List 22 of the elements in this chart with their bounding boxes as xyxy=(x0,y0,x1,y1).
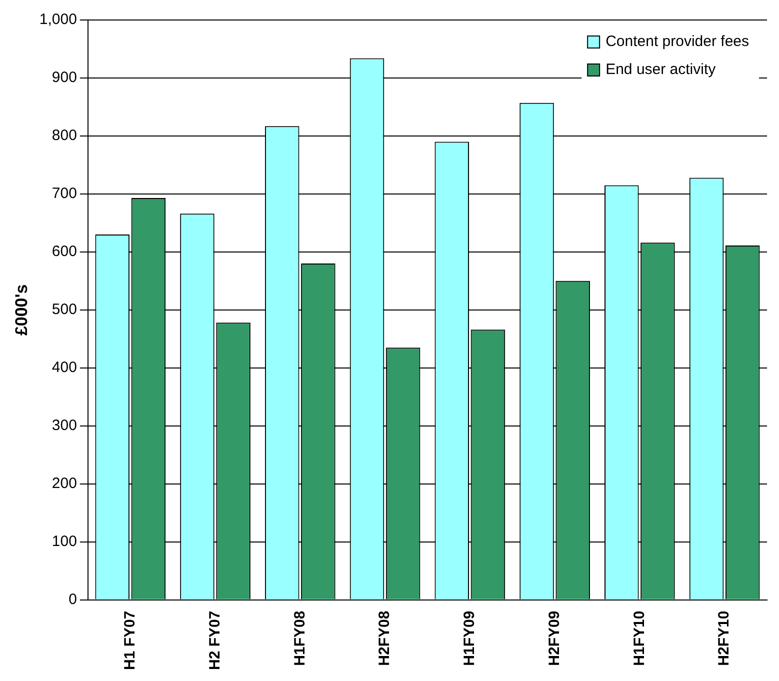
y-tick-label: 700 xyxy=(52,185,77,202)
y-tick-label: 500 xyxy=(52,301,77,318)
y-tick-label: 100 xyxy=(52,532,77,550)
y-tick-label: 1,000 xyxy=(39,11,77,28)
y-tick-label: 600 xyxy=(52,243,77,260)
y-tick-label: 0 xyxy=(68,590,77,608)
y-tick-label: 300 xyxy=(52,417,77,434)
x-tick-label: H2FY08 xyxy=(376,610,394,666)
x-tick-label: H1FY10 xyxy=(630,610,648,666)
x-tick-label: H1 FY07 xyxy=(122,610,139,670)
y-tick-label: 400 xyxy=(52,359,77,376)
x-tick-label: H2FY10 xyxy=(716,610,733,666)
y-tick-label: 900 xyxy=(52,69,77,86)
y-tick-label: 800 xyxy=(52,127,77,144)
x-tick-label: H1FY08 xyxy=(291,610,308,666)
legend-label: End user activity xyxy=(606,61,716,78)
y-tick-label: 200 xyxy=(52,474,77,492)
x-tick-label: H1FY09 xyxy=(461,610,478,666)
x-tick-label: H2 FY07 xyxy=(206,610,224,670)
y-axis-title: £000's xyxy=(12,284,31,336)
x-tick-label: H2FY09 xyxy=(546,610,563,666)
legend-label: Content provider fees xyxy=(606,33,750,50)
